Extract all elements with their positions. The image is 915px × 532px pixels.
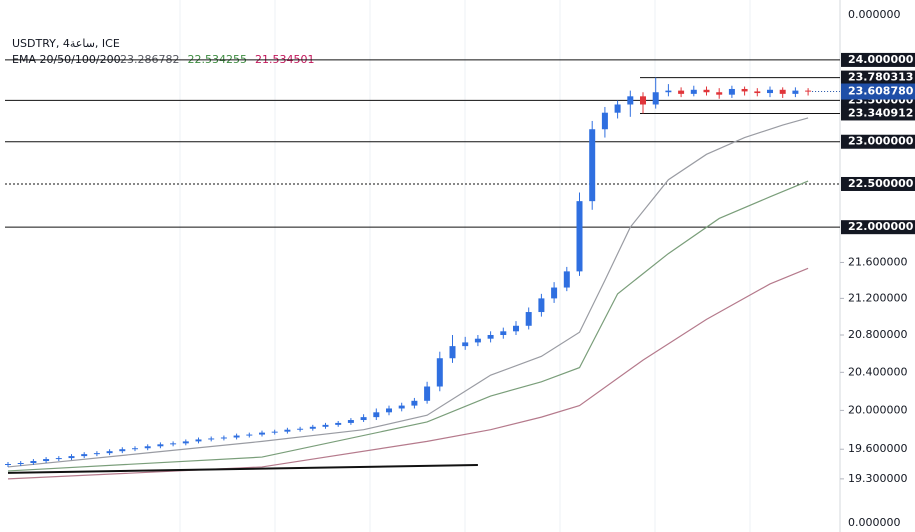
candle-body <box>614 104 621 113</box>
candle-body <box>119 449 126 452</box>
candle-body <box>640 96 646 105</box>
candle-body <box>93 453 100 455</box>
candle-body <box>754 91 761 94</box>
candle-body <box>30 461 37 464</box>
candle-body <box>259 432 265 435</box>
candle-body <box>716 92 723 95</box>
candle-body <box>741 88 748 92</box>
candle-body <box>68 456 75 459</box>
candle-body <box>436 358 443 387</box>
candle-body <box>652 92 659 105</box>
candle-body <box>271 431 278 433</box>
level-label-box <box>841 52 915 67</box>
candle-body <box>322 424 329 427</box>
candle-body <box>195 439 202 442</box>
candle-body <box>157 444 164 447</box>
candle-body <box>55 458 62 460</box>
candle-body <box>424 386 431 401</box>
last-price-box <box>841 83 915 100</box>
candle-body <box>233 435 240 438</box>
candle-body <box>487 334 494 339</box>
background-grid <box>179 0 751 532</box>
level-label: 22.000000 <box>848 220 914 233</box>
candle-body <box>449 346 456 359</box>
candle-body <box>411 400 418 406</box>
ema-line <box>7 267 809 480</box>
candle-body <box>462 342 469 347</box>
candle-body <box>132 448 138 450</box>
candle-body <box>335 422 342 425</box>
level-label: 22.500000 <box>848 177 914 190</box>
candle-body <box>297 428 304 430</box>
candle-body <box>767 89 773 94</box>
candle-body <box>703 89 710 93</box>
candle-body <box>805 90 812 92</box>
candle-body <box>728 88 735 95</box>
axis-edge-label: 0.000000 <box>848 516 901 529</box>
candle-body <box>500 331 507 335</box>
level-label-box <box>841 134 915 149</box>
y-tick-label: 19.300000 <box>848 472 908 485</box>
y-tick-label: 21.600000 <box>848 255 908 268</box>
level-label-box <box>841 70 915 85</box>
candle-body <box>81 454 88 457</box>
candle-body <box>601 112 608 130</box>
level-label-box <box>841 106 915 121</box>
candle-body <box>373 412 380 418</box>
candle-body <box>360 417 367 421</box>
candle-body <box>309 426 316 429</box>
candle-body <box>576 201 583 272</box>
candle-body <box>170 443 177 445</box>
ema-line <box>7 117 809 468</box>
candle-body <box>779 89 786 94</box>
level-label-box <box>841 176 915 191</box>
candle-body <box>551 287 558 299</box>
y-tick-label: 20.800000 <box>848 328 908 341</box>
candle-body <box>398 405 405 409</box>
candle-body <box>513 325 519 332</box>
level-label: 23.000000 <box>848 135 914 148</box>
candle-body <box>474 338 481 343</box>
candle-body <box>220 437 227 439</box>
candle-body <box>347 420 354 423</box>
candle-body <box>690 89 697 94</box>
candle-body <box>5 463 11 465</box>
candle-body <box>386 408 392 413</box>
candle-body <box>538 298 545 313</box>
y-tick-label: 20.400000 <box>848 365 908 378</box>
candle-body <box>208 438 215 440</box>
candle-body <box>246 434 253 436</box>
y-tick-label: 20.000000 <box>848 403 908 416</box>
candle-body <box>627 96 634 105</box>
level-label: 24.000000 <box>848 53 914 66</box>
candle-body <box>284 429 291 432</box>
trend-line <box>7 463 478 474</box>
level-label: 23.780313 <box>848 71 913 84</box>
level-label-box <box>841 220 915 235</box>
candle-body <box>589 129 596 202</box>
candle-body <box>563 271 570 288</box>
candle-body <box>792 90 799 94</box>
level-label: 23.340912 <box>848 106 913 119</box>
candle-body <box>144 446 151 449</box>
candle-body <box>182 441 189 444</box>
y-tick-label: 21.200000 <box>848 291 908 304</box>
candle-body <box>665 90 672 93</box>
y-tick-label: 19.600000 <box>848 442 908 455</box>
chart-title: USDTRY, 4ساعة, ICE <box>12 37 120 50</box>
candle-body <box>678 90 685 94</box>
axis-edge-label: 0.000000 <box>848 8 901 21</box>
last-price-label: 23.608780 <box>848 85 914 98</box>
candle-body <box>106 451 113 454</box>
candle-body <box>17 463 24 465</box>
ema-line <box>7 180 809 472</box>
candle-body <box>43 459 50 462</box>
candle-body <box>525 312 532 326</box>
